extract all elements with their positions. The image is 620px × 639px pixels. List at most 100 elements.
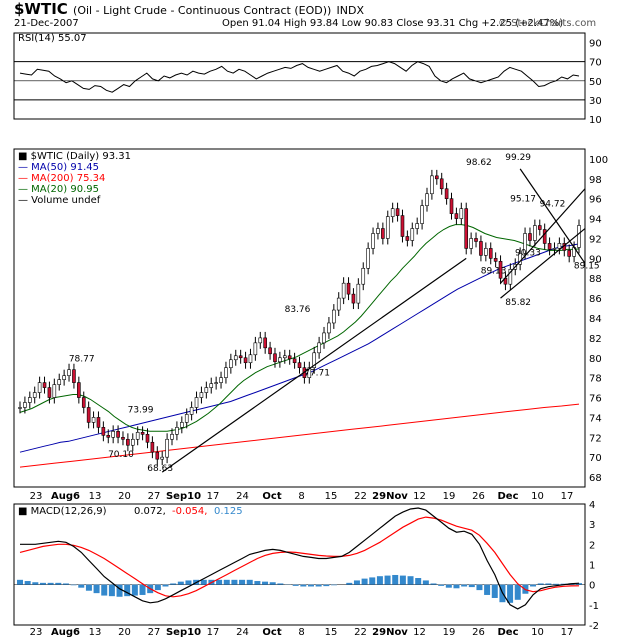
- macd-histogram-bar: [415, 578, 422, 585]
- macd-histogram-bar: [246, 579, 253, 585]
- price-legend-4: — Volume undef: [18, 195, 101, 206]
- macd-histogram-bar: [576, 583, 582, 585]
- price-tick: 90: [589, 254, 602, 265]
- macd-histogram-bar: [85, 584, 92, 591]
- candle-body: [567, 250, 571, 257]
- candle-body: [111, 431, 115, 438]
- price-tick: 72: [589, 433, 602, 444]
- macd-histogram-bar: [330, 584, 337, 586]
- candle-body: [557, 243, 562, 249]
- macd-histogram-bar: [223, 579, 230, 585]
- candle-body: [184, 414, 189, 423]
- macd-histogram-bar: [70, 584, 77, 586]
- candle-body: [62, 375, 66, 380]
- price-annotation: 68.63: [147, 464, 173, 474]
- candle-body: [498, 261, 503, 279]
- candle-body: [194, 397, 199, 408]
- macd-histogram-bar: [108, 584, 115, 597]
- trendline-channel-lower: [500, 228, 586, 299]
- macd-xtick: 17: [561, 627, 574, 638]
- price-tick: 70: [589, 453, 602, 464]
- candle-body: [37, 382, 42, 393]
- price-annotation: 99.29: [505, 153, 531, 163]
- price-annotation: 85.82: [505, 298, 531, 308]
- candle-body: [199, 392, 204, 398]
- exchange: INDX: [336, 4, 365, 17]
- candle-body: [346, 282, 351, 295]
- candle-body: [229, 359, 233, 369]
- price-xtick: 10: [531, 491, 544, 502]
- macd-xtick: 15: [325, 627, 338, 638]
- price-xtick: 17: [207, 491, 220, 502]
- candle-body: [23, 402, 27, 408]
- rsi-tick: 70: [589, 58, 602, 69]
- candle-body: [145, 434, 150, 443]
- candle-body: [341, 282, 346, 299]
- macd-histogram-bar: [47, 582, 54, 585]
- macd-xtick: 26: [472, 627, 485, 638]
- price-xtick: 13: [89, 491, 102, 502]
- price-tick: 92: [589, 234, 602, 245]
- candle-body: [57, 379, 62, 385]
- candle-body: [282, 355, 287, 359]
- candle-body: [474, 238, 478, 242]
- candle-body: [420, 205, 424, 224]
- candle-body: [116, 431, 120, 438]
- macd-histogram-bar: [200, 579, 207, 585]
- candle-body: [405, 236, 410, 241]
- price-xtick: 29Nov: [372, 491, 408, 502]
- macd-histogram-bar: [139, 584, 146, 595]
- macd-histogram-bar: [162, 584, 169, 587]
- price-tick: 82: [589, 334, 602, 345]
- price-annotation: 77.71: [304, 369, 330, 379]
- candle-body: [140, 432, 145, 435]
- macd-histogram-bar: [461, 584, 468, 587]
- price-xtick: 17: [561, 491, 574, 502]
- candle-body: [81, 397, 86, 408]
- macd-histogram-bar: [277, 583, 284, 585]
- macd-histogram-bar: [399, 575, 406, 585]
- price-annotation: 94.72: [540, 200, 566, 210]
- candle-body: [356, 283, 361, 304]
- price-xtick: 8: [298, 491, 304, 502]
- candle-body: [381, 228, 385, 239]
- price-xtick: Sep10: [166, 491, 201, 502]
- macd-xtick: 13: [89, 627, 102, 638]
- price-tick: 84: [589, 314, 602, 325]
- candle-body: [425, 193, 429, 206]
- candle-body: [523, 233, 527, 254]
- candle-body: [135, 432, 140, 440]
- trendline-resistance: [519, 168, 586, 264]
- macd-histogram-bar: [514, 584, 521, 600]
- macd-histogram-bar: [124, 584, 131, 597]
- macd-histogram-bar: [185, 580, 192, 585]
- candle-body: [180, 422, 184, 428]
- candle-body: [533, 225, 537, 241]
- price-tick: 100: [589, 155, 608, 166]
- price-xtick: 12: [413, 491, 426, 502]
- macd-legend-value: 0.072,: [134, 506, 166, 517]
- candle-body: [410, 228, 415, 241]
- candle-body: [243, 357, 248, 364]
- candle-body: [577, 225, 581, 248]
- price-tick: 94: [589, 215, 602, 226]
- candle-body: [464, 208, 469, 249]
- candle-body: [42, 382, 47, 388]
- macd-xtick: 22: [354, 627, 367, 638]
- candle-body: [459, 208, 464, 219]
- macd-histogram-bar: [392, 574, 399, 585]
- candle-body: [268, 347, 272, 355]
- macd-histogram-bar: [407, 576, 414, 585]
- macd-xtick: Dec: [497, 627, 518, 638]
- price-xtick: Dec: [497, 491, 518, 502]
- candle-body: [390, 208, 395, 217]
- description: (Oil - Light Crude - Continuous Contract…: [73, 4, 332, 17]
- candle-body: [322, 332, 326, 344]
- symbol: $WTIC: [14, 0, 68, 18]
- candle-body: [552, 248, 557, 250]
- candle-body: [287, 355, 292, 360]
- candle-body: [400, 215, 405, 237]
- macd-histogram-bar: [507, 584, 514, 603]
